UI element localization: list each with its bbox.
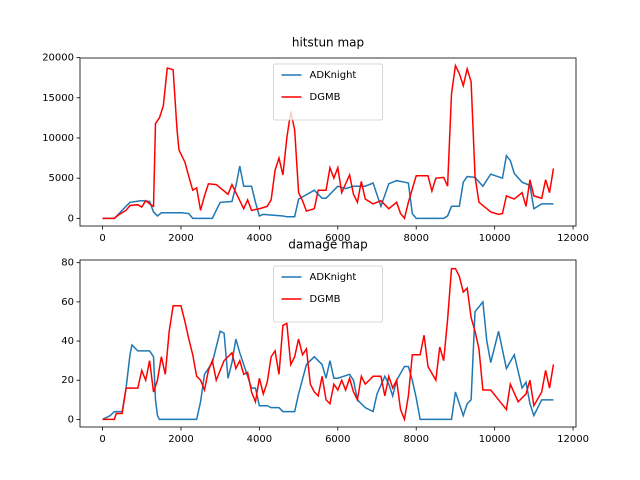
axes-frame — [79, 57, 577, 227]
series-line — [102, 63, 555, 221]
axes-frame — [79, 259, 577, 428]
x-tick-label: 10000 — [479, 434, 511, 445]
y-tick-label: 80 — [61, 258, 74, 269]
y-tick-label: 10000 — [42, 133, 74, 144]
x-tick-label: 12000 — [557, 434, 589, 445]
x-tick-label: 4000 — [247, 233, 272, 244]
y-tick-label: 20 — [61, 375, 74, 386]
legend-box — [273, 265, 383, 323]
chart-title: hitstun map — [292, 36, 364, 50]
x-tick-label: 6000 — [325, 233, 350, 244]
y-tick-label: 20000 — [42, 53, 74, 64]
y-tick-label: 0 — [68, 414, 74, 425]
x-tick-label: 0 — [99, 434, 105, 445]
y-tick-label: 60 — [61, 297, 74, 308]
chart-title: damage map — [288, 238, 368, 252]
x-tick-label: 2000 — [168, 233, 193, 244]
legend-label: ADKnight — [310, 70, 357, 81]
x-tick-label: 2000 — [168, 434, 193, 445]
y-tick-label: 5000 — [49, 173, 74, 184]
y-tick-label: 15000 — [42, 93, 74, 104]
x-tick-label: 10000 — [479, 233, 511, 244]
legend-label: DGMB — [310, 92, 341, 103]
y-tick-label: 40 — [61, 336, 74, 347]
x-tick-label: 8000 — [403, 233, 428, 244]
series-line — [102, 299, 554, 421]
x-tick-label: 12000 — [557, 233, 589, 244]
legend-label: ADKnight — [310, 272, 357, 283]
x-tick-label: 6000 — [325, 434, 350, 445]
legend-box — [273, 63, 383, 121]
x-tick-label: 0 — [99, 233, 105, 244]
series-line — [102, 153, 554, 220]
legend-label: DGMB — [310, 294, 341, 305]
x-tick-label: 4000 — [247, 434, 272, 445]
y-tick-label: 0 — [68, 213, 74, 224]
series-line — [102, 267, 555, 423]
x-tick-label: 8000 — [403, 434, 428, 445]
